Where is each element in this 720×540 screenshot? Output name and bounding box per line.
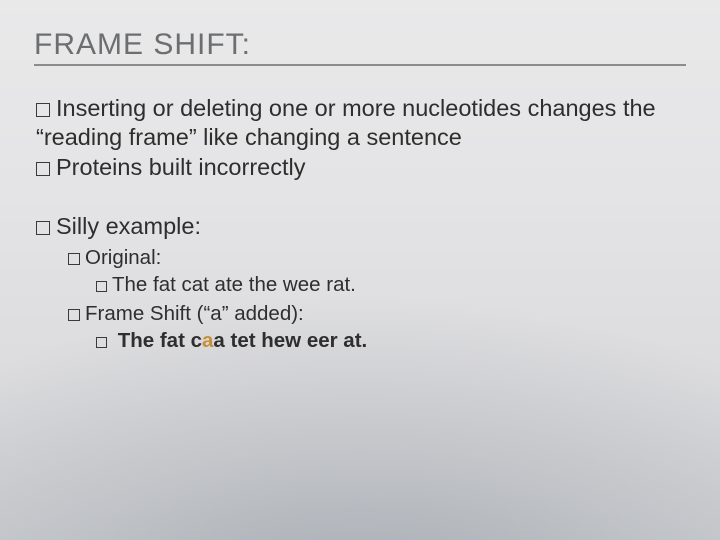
- bullet-item-3a: Original:: [68, 245, 686, 270]
- bullet-3b1-pre: The fat c: [118, 329, 202, 352]
- bullet-item-3a1: The fat cat ate the wee rat.: [96, 272, 686, 297]
- bullet-3a-text: Original:: [85, 246, 161, 269]
- title-underline: FRAME SHIFT:: [34, 28, 686, 66]
- bullet-item-3: Silly example:: [36, 212, 686, 241]
- bullet-3-text: Silly example:: [56, 213, 201, 239]
- page-title: FRAME SHIFT:: [34, 28, 686, 62]
- body-content: Inserting or deleting one or more nucleo…: [34, 94, 686, 353]
- square-bullet-icon: [36, 162, 50, 176]
- square-bullet-icon: [36, 103, 50, 117]
- bullet-item-1: Inserting or deleting one or more nucleo…: [36, 94, 686, 151]
- bullet-2-text: Proteins built incorrectly: [56, 154, 305, 180]
- square-bullet-icon: [96, 337, 107, 348]
- bullet-item-3b: Frame Shift (“a” added):: [68, 301, 686, 326]
- bullet-3b1-accent: a: [202, 329, 213, 352]
- square-bullet-icon: [68, 309, 80, 321]
- bullet-3b-text: Frame Shift (“a” added):: [85, 302, 304, 325]
- square-bullet-icon: [36, 221, 50, 235]
- bullet-item-2: Proteins built incorrectly: [36, 153, 686, 182]
- slide: FRAME SHIFT: Inserting or deleting one o…: [0, 0, 720, 540]
- bullet-3a1-text: The fat cat ate the wee rat.: [112, 273, 356, 296]
- spacer: [34, 186, 686, 212]
- square-bullet-icon: [68, 253, 80, 265]
- bullet-3b1-post: a tet hew eer at.: [213, 329, 367, 352]
- bullet-item-3b1: The fat caa tet hew eer at.: [96, 328, 686, 353]
- bullet-1-text: Inserting or deleting one or more nucleo…: [36, 95, 656, 150]
- square-bullet-icon: [96, 281, 107, 292]
